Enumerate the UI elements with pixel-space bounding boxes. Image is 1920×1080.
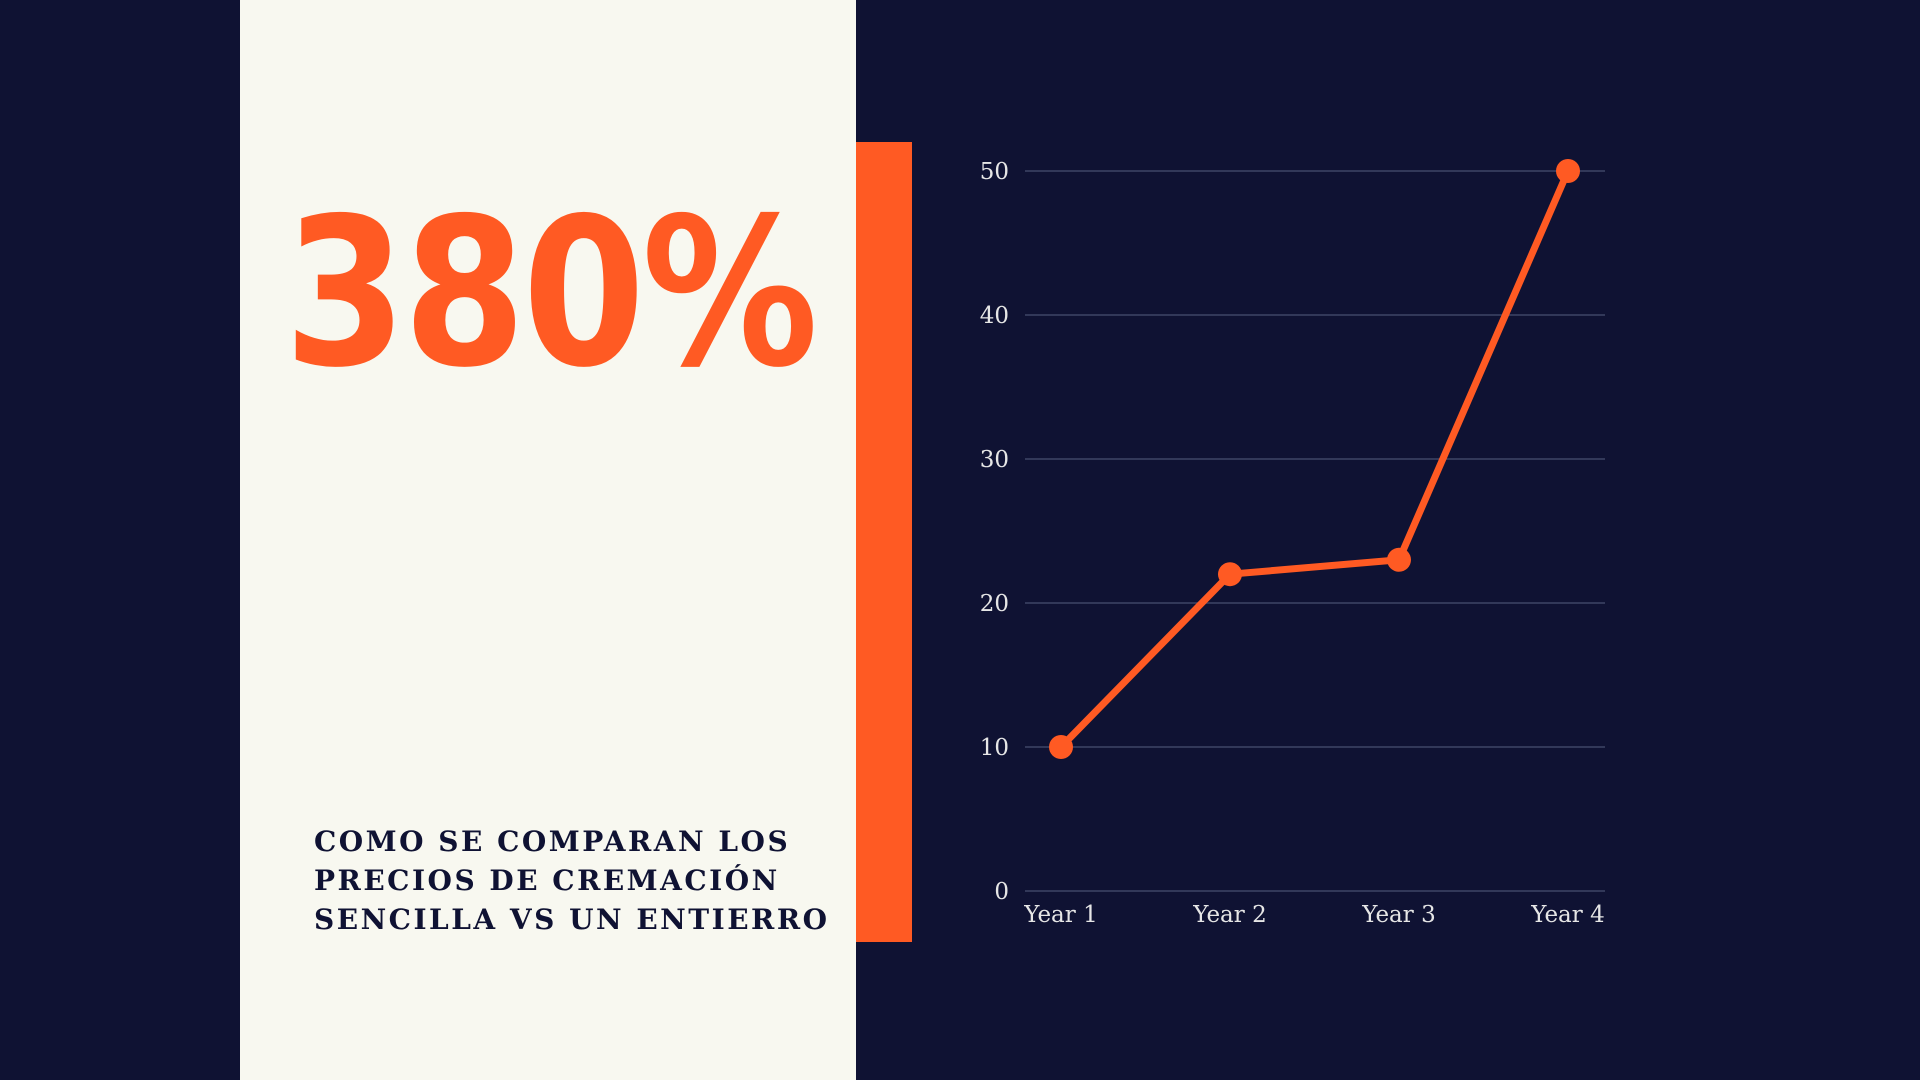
y-tick-label: 50	[980, 159, 1009, 185]
data-point	[1387, 547, 1411, 572]
y-tick-label: 10	[980, 735, 1009, 761]
y-tick-label: 30	[980, 447, 1009, 473]
x-axis-ticks: Year 1 Year 2 Year 3 Year 4	[1023, 902, 1604, 928]
y-axis-ticks: 0 10 20 30 40 50	[980, 159, 1009, 905]
y-tick-label: 0	[994, 879, 1009, 905]
data-point	[1556, 159, 1580, 183]
data-point	[1218, 562, 1242, 587]
x-tick-label: Year 2	[1192, 902, 1266, 928]
x-tick-label: Year 1	[1023, 902, 1097, 928]
data-point	[1049, 735, 1073, 759]
y-tick-label: 40	[980, 303, 1009, 329]
series-line	[1057, 167, 1572, 751]
x-tick-label: Year 4	[1530, 902, 1604, 928]
headline-caption: COMO SE COMPARAN LOS PRECIOS DE CREMACIÓ…	[314, 825, 830, 936]
left-panel	[240, 0, 856, 1080]
y-tick-label: 20	[980, 591, 1009, 617]
accent-bar	[856, 142, 912, 942]
x-tick-label: Year 3	[1361, 902, 1435, 928]
headline-stat: 380%	[284, 175, 818, 413]
series-layer	[1049, 159, 1580, 759]
